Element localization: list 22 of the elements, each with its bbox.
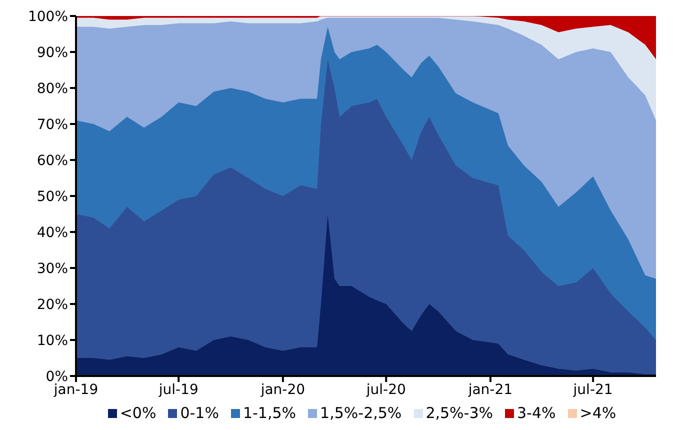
x-tick-label: jul-21 xyxy=(572,382,613,398)
y-tick-label: 50% xyxy=(36,188,68,205)
legend-label: 1-1,5% xyxy=(242,404,296,422)
y-tick-label: 100% xyxy=(28,8,68,25)
y-tick-label: 90% xyxy=(36,44,68,61)
y-tick-label: 60% xyxy=(36,152,68,169)
x-tick-label: jul-19 xyxy=(158,382,198,398)
y-tick-label: 40% xyxy=(36,224,68,241)
legend-label: 2,5%-3% xyxy=(426,404,494,422)
y-tick-label: 70% xyxy=(36,116,68,133)
x-tick-label: jan-20 xyxy=(260,382,306,398)
y-tick-label: 10% xyxy=(36,332,68,349)
legend-label: >4% xyxy=(580,404,616,422)
y-tick-label: 30% xyxy=(36,260,68,277)
legend-label: <0% xyxy=(120,404,156,422)
legend-label: 1,5%-2,5% xyxy=(320,404,402,422)
x-tick-label: jan-21 xyxy=(467,382,513,398)
y-tick-label: 80% xyxy=(36,80,68,97)
x-tick-label: jul-20 xyxy=(365,382,406,398)
legend-label: 3-4% xyxy=(517,404,556,422)
legend-label: 0-1% xyxy=(180,404,219,422)
y-tick-label: 20% xyxy=(36,296,68,313)
